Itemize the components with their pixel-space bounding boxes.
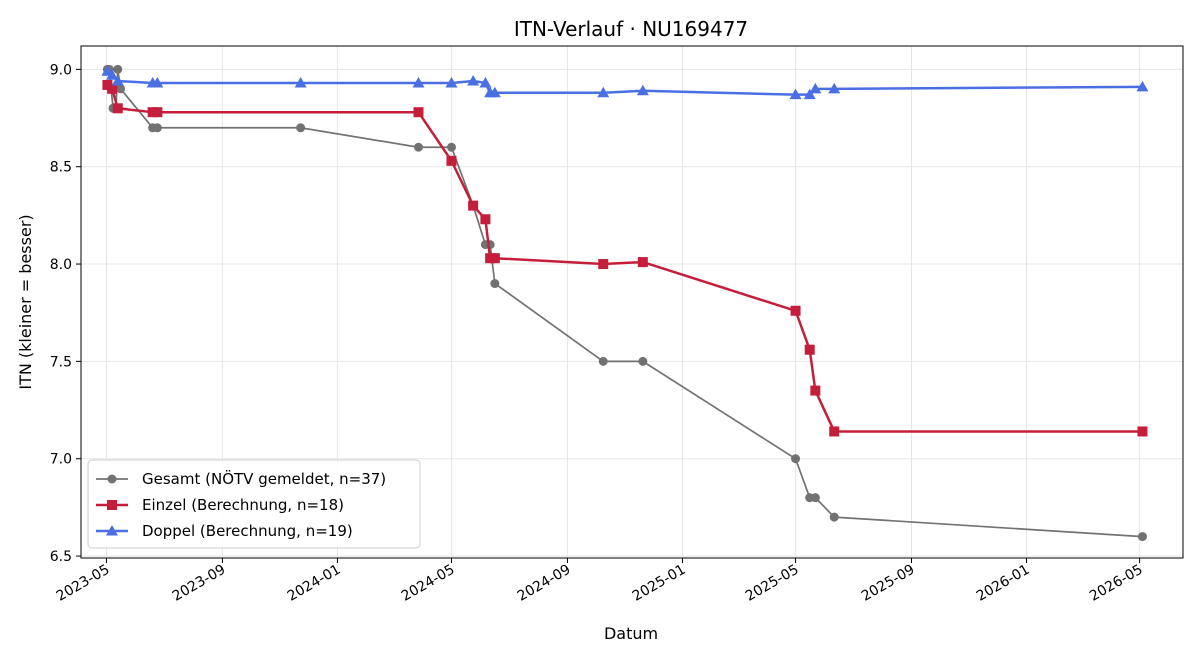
- data-point: [445, 76, 458, 88]
- data-point: [446, 155, 457, 166]
- data-point: [152, 107, 163, 118]
- y-tick-label: 7.5: [50, 354, 72, 370]
- data-point: [413, 107, 424, 118]
- data-point: [810, 493, 820, 503]
- legend-items: Gesamt (NÖTV gemeldet, n=37) Einzel (Bere…: [96, 469, 386, 540]
- series-line: [106, 83, 1143, 433]
- y-tick-label: 7.0: [50, 452, 72, 468]
- legend-item: [96, 500, 128, 510]
- data-point: [829, 512, 839, 522]
- y-tick-label: 8.5: [50, 160, 72, 176]
- data-point: [597, 86, 610, 98]
- data-point: [413, 142, 423, 152]
- data-point: [636, 84, 649, 96]
- legend-label: Doppel (Berechnung, n=19): [142, 522, 353, 540]
- legend-item: [96, 525, 128, 536]
- data-point: [412, 76, 425, 88]
- data-point: [467, 75, 480, 86]
- data-point: [791, 454, 801, 464]
- data-point: [294, 76, 307, 88]
- series-square: [102, 79, 1148, 437]
- data-point: [828, 82, 841, 94]
- data-point: [106, 69, 119, 80]
- data-point: [490, 279, 500, 289]
- data-point: [113, 64, 123, 74]
- data-point: [598, 356, 608, 366]
- data-point: [468, 200, 479, 211]
- plot-frame: [80, 45, 1184, 559]
- data-point: [829, 426, 840, 437]
- data-point: [1137, 532, 1147, 542]
- legend-marker: [106, 525, 118, 536]
- data-point: [112, 103, 123, 114]
- x-axis-title: Datum: [604, 624, 658, 643]
- data-point: [479, 76, 492, 88]
- series-layer: [101, 64, 1149, 542]
- data-point: [804, 344, 815, 355]
- data-point: [116, 84, 126, 94]
- chart-title: ITN-Verlauf · NU169477: [514, 17, 748, 41]
- data-point: [151, 76, 164, 88]
- data-point: [598, 259, 609, 270]
- legend-marker: [107, 500, 117, 510]
- data-point: [111, 75, 124, 86]
- legend: Gesamt (NÖTV gemeldet, n=37) Einzel (Bere…: [87, 459, 421, 549]
- data-point: [638, 356, 648, 366]
- data-point: [810, 385, 821, 396]
- grid-layer: [81, 46, 1183, 558]
- data-point: [489, 253, 500, 264]
- legend-label: Einzel (Berechnung, n=18): [142, 496, 344, 514]
- data-point: [480, 214, 491, 225]
- legend-marker: [107, 474, 117, 484]
- data-point: [1137, 426, 1148, 437]
- y-tick-label: 6.5: [50, 549, 72, 565]
- data-point: [789, 88, 802, 100]
- series-triangle: [101, 65, 1149, 100]
- data-point: [809, 82, 822, 94]
- data-point: [152, 123, 162, 133]
- legend-label: Gesamt (NÖTV gemeldet, n=37): [142, 469, 386, 488]
- y-tick-label: 8.0: [50, 257, 72, 273]
- data-point: [1136, 80, 1149, 92]
- y-tick-label: 9.0: [50, 62, 72, 78]
- data-point: [488, 86, 501, 98]
- data-point: [107, 83, 118, 94]
- legend-item: [96, 474, 128, 484]
- data-point: [446, 142, 456, 152]
- data-point: [790, 305, 801, 316]
- legend-frame: [87, 459, 421, 549]
- data-point: [296, 123, 306, 133]
- y-axis-title: ITN (kleiner = besser): [16, 214, 35, 389]
- data-point: [637, 257, 648, 268]
- data-point: [803, 88, 816, 100]
